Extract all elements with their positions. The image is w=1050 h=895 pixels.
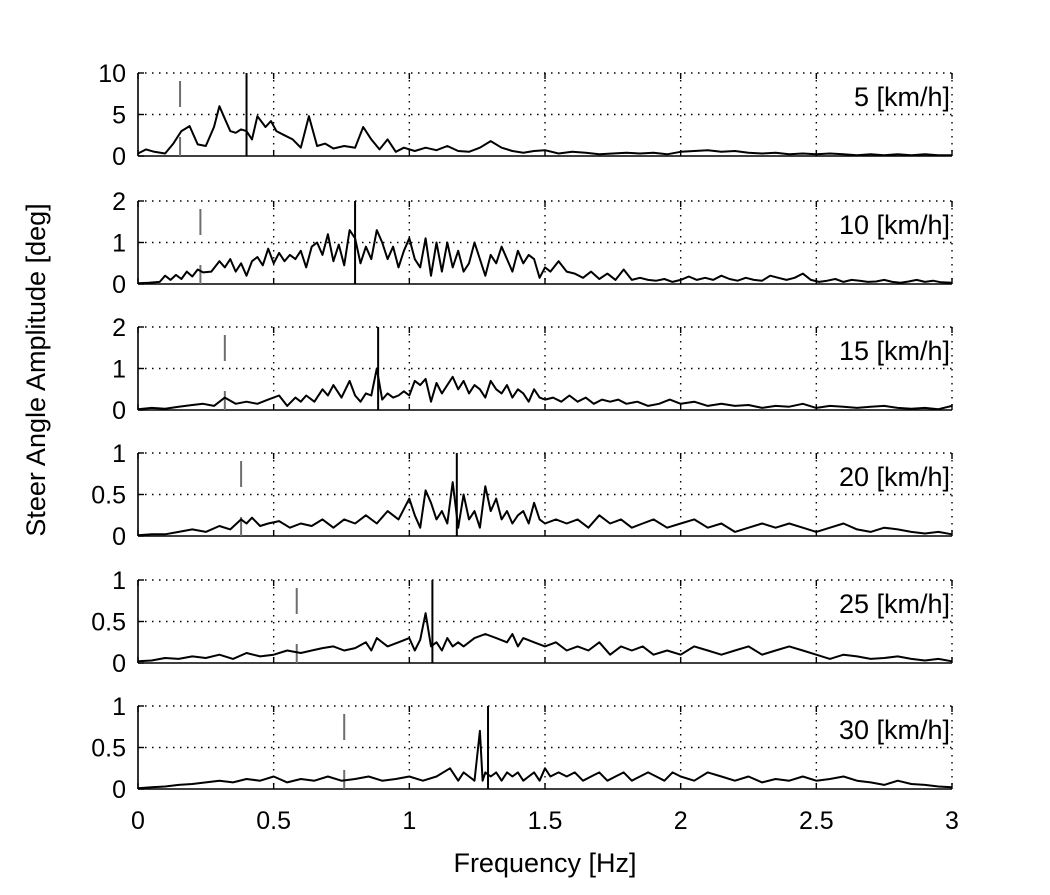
x-tick-label: 3 <box>945 807 959 835</box>
panel-1-y-tick-label: 10 <box>98 60 126 88</box>
x-tick-label: 1 <box>402 807 416 835</box>
x-tick-label: 2.5 <box>799 807 834 835</box>
panel-2-y-tick-label: 2 <box>112 188 126 216</box>
panel-3-y-tick-label: 2 <box>112 314 126 342</box>
x-tick-label: 0.5 <box>256 807 291 835</box>
panel-2-speed-label: 10 [km/h] <box>839 210 950 240</box>
x-tick-label: 1.5 <box>528 807 563 835</box>
x-tick-label: 0 <box>131 807 145 835</box>
panel-3-y-tick-label: 1 <box>112 356 126 384</box>
panel-6-y-tick-label: 0 <box>112 776 126 804</box>
panel-5-speed-label: 25 [km/h] <box>839 589 950 619</box>
panel-6-y-tick-label: 0.5 <box>91 735 126 763</box>
panel-4-speed-label: 20 [km/h] <box>839 462 950 492</box>
panel-1-y-tick-label: 5 <box>112 102 126 130</box>
y-axis-label: Steer Angle Amplitude [deg] <box>21 203 51 536</box>
panel-6-speed-label: 30 [km/h] <box>839 715 950 745</box>
panel-4-y-tick-label: 1 <box>112 440 126 468</box>
panel-1-speed-label: 5 [km/h] <box>854 82 950 112</box>
panel-1-series-line <box>137 105 952 157</box>
panel-3-y-tick-label: 0 <box>112 397 126 425</box>
panel-6-series-line <box>137 729 953 790</box>
panel-1-y-tick-label: 0 <box>112 143 126 171</box>
panel-2-series-line <box>137 229 953 285</box>
panel-5-y-tick-label: 0.5 <box>91 609 126 637</box>
panel-5-y-tick-label: 1 <box>112 567 126 595</box>
panel-4-y-tick-label: 0 <box>112 523 126 551</box>
panel-3-series-line <box>137 367 953 411</box>
panel-2-y-tick-label: 0 <box>112 271 126 299</box>
panel-4-y-tick-label: 0.5 <box>91 482 126 510</box>
panel-5-y-tick-label: 0 <box>112 650 126 678</box>
panel-2-y-tick-label: 1 <box>112 230 126 258</box>
panel-5-series-line <box>137 612 953 663</box>
panel-3-speed-label: 15 [km/h] <box>839 336 950 366</box>
x-tick-label: 2 <box>674 807 688 835</box>
panel-4-series-line <box>137 481 953 537</box>
panel-6-y-tick-label: 1 <box>112 693 126 721</box>
x-axis-label: Frequency [Hz] <box>453 848 636 878</box>
